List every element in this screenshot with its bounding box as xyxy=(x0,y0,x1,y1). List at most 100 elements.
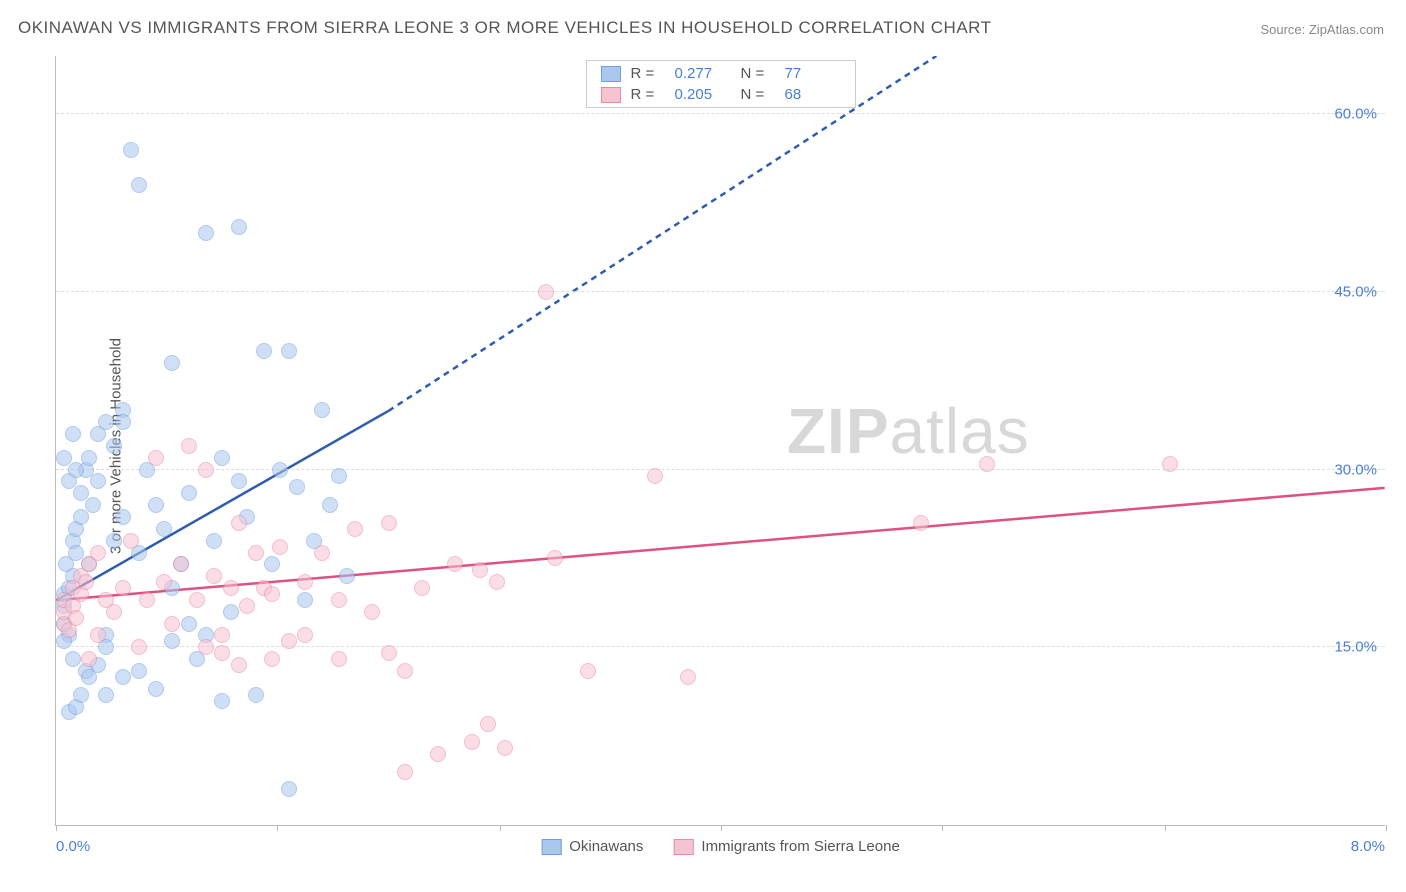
y-tick-label: 15.0% xyxy=(1334,639,1377,656)
data-point xyxy=(447,556,463,572)
data-point xyxy=(148,450,164,466)
swatch-series-1 xyxy=(601,87,621,103)
data-point xyxy=(979,456,995,472)
data-point xyxy=(156,521,172,537)
data-point xyxy=(472,562,488,578)
n-value-1: 68 xyxy=(785,86,841,103)
data-point xyxy=(239,598,255,614)
n-label: N = xyxy=(741,65,775,82)
data-point xyxy=(547,550,563,566)
data-point xyxy=(198,639,214,655)
data-point xyxy=(214,645,230,661)
swatch-bottom-1 xyxy=(673,839,693,855)
watermark-bold: ZIP xyxy=(787,395,890,467)
data-point xyxy=(464,734,480,750)
data-point xyxy=(85,497,101,513)
legend-item-0: Okinawans xyxy=(541,838,643,855)
watermark-light: atlas xyxy=(890,395,1030,467)
data-point xyxy=(331,651,347,667)
data-point xyxy=(123,142,139,158)
data-point xyxy=(98,687,114,703)
data-point xyxy=(90,627,106,643)
data-point xyxy=(480,716,496,732)
data-point xyxy=(430,746,446,762)
data-point xyxy=(58,556,74,572)
data-point xyxy=(264,651,280,667)
watermark: ZIPatlas xyxy=(787,394,1030,468)
data-point xyxy=(189,592,205,608)
data-point xyxy=(206,568,222,584)
data-point xyxy=(381,645,397,661)
x-tick xyxy=(56,825,57,831)
data-point xyxy=(231,515,247,531)
n-label: N = xyxy=(741,86,775,103)
data-point xyxy=(198,225,214,241)
data-point xyxy=(297,592,313,608)
data-point xyxy=(198,462,214,478)
data-point xyxy=(272,539,288,555)
data-point xyxy=(164,355,180,371)
data-point xyxy=(73,687,89,703)
data-point xyxy=(322,497,338,513)
data-point xyxy=(339,568,355,584)
data-point xyxy=(281,781,297,797)
data-point xyxy=(289,479,305,495)
r-label: R = xyxy=(631,86,665,103)
data-point xyxy=(272,462,288,478)
data-point xyxy=(913,515,929,531)
data-point xyxy=(297,574,313,590)
data-point xyxy=(148,497,164,513)
data-point xyxy=(90,473,106,489)
data-point xyxy=(78,574,94,590)
r-value-1: 0.205 xyxy=(675,86,731,103)
data-point xyxy=(106,438,122,454)
data-point xyxy=(538,284,554,300)
data-point xyxy=(65,426,81,442)
data-point xyxy=(647,468,663,484)
plot-area: ZIPatlas R = 0.277 N = 77 R = 0.205 N = … xyxy=(55,56,1385,826)
data-point xyxy=(231,219,247,235)
source-label: Source: ZipAtlas.com xyxy=(1260,22,1384,37)
data-point xyxy=(680,669,696,685)
data-point xyxy=(364,604,380,620)
x-tick xyxy=(721,825,722,831)
data-point xyxy=(81,450,97,466)
data-point xyxy=(90,545,106,561)
data-point xyxy=(81,651,97,667)
data-point xyxy=(131,177,147,193)
x-tick-max: 8.0% xyxy=(1351,838,1385,855)
data-point xyxy=(331,592,347,608)
data-point xyxy=(181,438,197,454)
y-tick-label: 45.0% xyxy=(1334,283,1377,300)
data-point xyxy=(131,663,147,679)
data-point xyxy=(164,633,180,649)
data-point xyxy=(489,574,505,590)
data-point xyxy=(214,627,230,643)
gridline xyxy=(56,113,1385,114)
data-point xyxy=(331,468,347,484)
data-point xyxy=(580,663,596,679)
x-tick xyxy=(500,825,501,831)
data-point xyxy=(68,610,84,626)
legend-item-1: Immigrants from Sierra Leone xyxy=(673,838,899,855)
data-point xyxy=(98,414,114,430)
data-point xyxy=(123,533,139,549)
legend-series: Okinawans Immigrants from Sierra Leone xyxy=(541,838,900,855)
swatch-bottom-0 xyxy=(541,839,561,855)
data-point xyxy=(115,509,131,525)
data-point xyxy=(106,604,122,620)
data-point xyxy=(156,574,172,590)
data-point xyxy=(115,580,131,596)
data-point xyxy=(139,592,155,608)
chart-title: OKINAWAN VS IMMIGRANTS FROM SIERRA LEONE… xyxy=(18,18,992,38)
x-tick xyxy=(1386,825,1387,831)
legend-row-series-1: R = 0.205 N = 68 xyxy=(587,84,855,105)
data-point xyxy=(115,669,131,685)
legend-row-series-0: R = 0.277 N = 77 xyxy=(587,63,855,84)
data-point xyxy=(264,586,280,602)
data-point xyxy=(206,533,222,549)
x-tick xyxy=(942,825,943,831)
gridline xyxy=(56,646,1385,647)
data-point xyxy=(68,462,84,478)
r-value-0: 0.277 xyxy=(675,65,731,82)
